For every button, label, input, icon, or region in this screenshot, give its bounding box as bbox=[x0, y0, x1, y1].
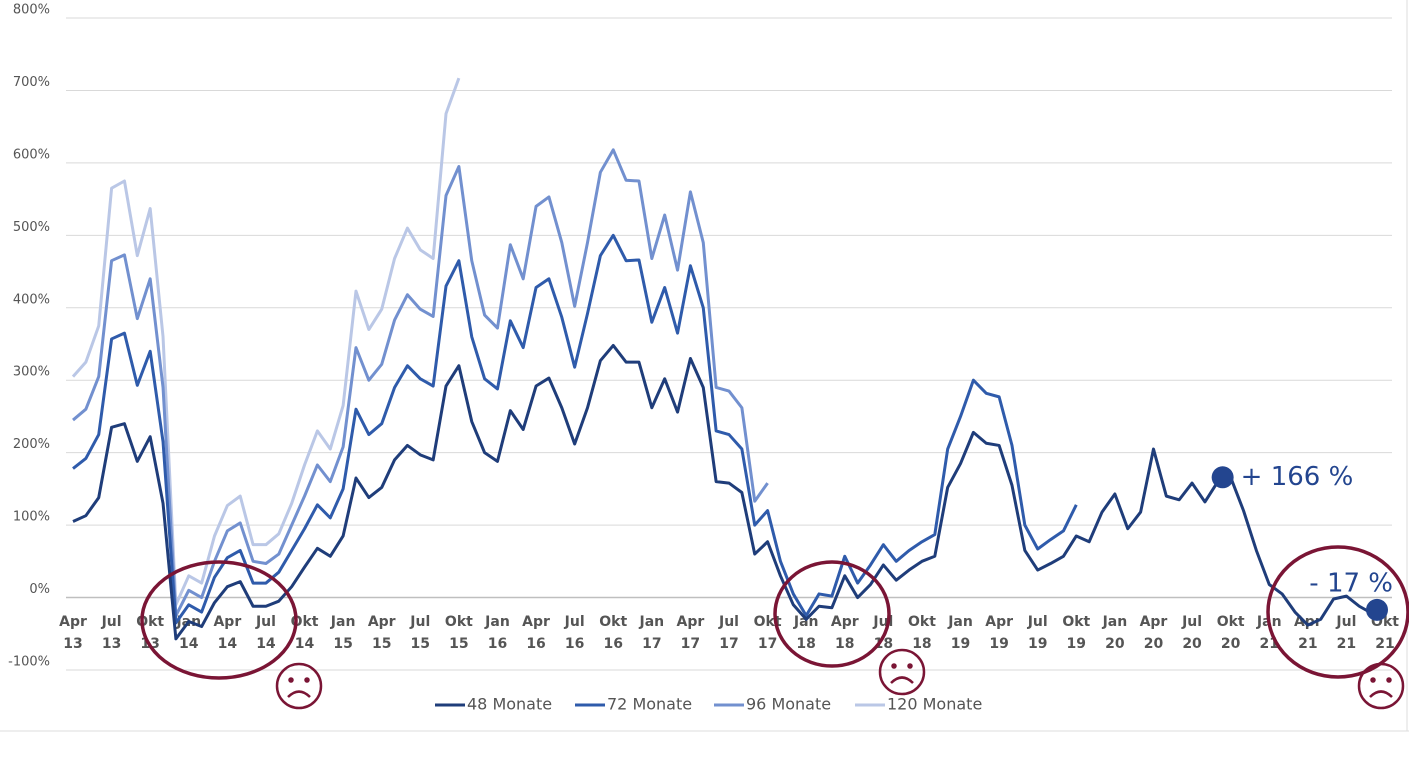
highlight-circle bbox=[773, 560, 891, 668]
x-tick-label: Apr 19 bbox=[985, 614, 1013, 652]
series-line bbox=[72, 148, 769, 618]
y-tick-label: 500% bbox=[13, 220, 50, 235]
x-tick-label: Jul 16 bbox=[564, 614, 585, 652]
x-tick-label: Okt 18 bbox=[908, 614, 936, 652]
x-tick-label: Okt 16 bbox=[599, 614, 627, 652]
y-tick-label: -100% bbox=[8, 655, 50, 670]
frown-icon bbox=[878, 648, 926, 696]
y-tick-label: 200% bbox=[13, 437, 50, 452]
highlight-circle bbox=[140, 560, 298, 680]
x-tick-label: Jul 13 bbox=[101, 614, 122, 652]
series-line bbox=[72, 343, 1386, 641]
annotation-marker bbox=[1211, 466, 1234, 489]
annotation-label: - 17 % bbox=[1309, 568, 1393, 598]
legend-label: 96 Monate bbox=[746, 695, 831, 714]
legend-label: 72 Monate bbox=[607, 695, 692, 714]
frown-icon bbox=[275, 662, 323, 710]
x-tick-label: Apr 15 bbox=[368, 614, 396, 652]
x-tick-label: Jan 20 bbox=[1102, 614, 1128, 652]
legend-label: 120 Monate bbox=[887, 695, 982, 714]
x-tick-label: Okt 20 bbox=[1217, 614, 1245, 652]
legend-label: 48 Monate bbox=[467, 695, 552, 714]
y-tick-label: 300% bbox=[13, 365, 50, 380]
x-tick-label: Jul 20 bbox=[1181, 614, 1202, 652]
x-tick-label: Jan 15 bbox=[330, 614, 356, 652]
x-tick-label: Apr 17 bbox=[677, 614, 705, 652]
x-tick-label: Jan 17 bbox=[639, 614, 665, 652]
y-tick-label: 700% bbox=[13, 75, 50, 90]
x-tick-label: Apr 16 bbox=[522, 614, 550, 652]
x-tick-label: Jan 16 bbox=[484, 614, 510, 652]
x-tick-label: Apr 20 bbox=[1140, 614, 1168, 652]
x-tick-label: Jul 14 bbox=[255, 614, 276, 652]
grid: -100% 0% 100% 200% 300% 400% 500% 600% 700% 800% A… bbox=[8, 3, 1399, 671]
x-tick-label: Jul 19 bbox=[1027, 614, 1048, 652]
x-tick-label: Okt 19 bbox=[1062, 614, 1090, 652]
x-tick-label: Okt 15 bbox=[445, 614, 473, 652]
x-tick-label: Apr 18 bbox=[831, 614, 859, 652]
y-tick-label: 800% bbox=[13, 3, 50, 18]
legend: 48 Monate 72 Monate 96 Monate 120 Monate bbox=[435, 695, 982, 714]
x-tick-label: Apr 13 bbox=[59, 614, 87, 652]
x-tick-label: Jul 17 bbox=[718, 614, 739, 652]
annotation-marker bbox=[1366, 598, 1388, 621]
x-tick-label: Jan 19 bbox=[947, 614, 973, 652]
annotation-label: + 166 % bbox=[1241, 462, 1354, 492]
y-tick-label: 400% bbox=[13, 292, 50, 307]
decorations bbox=[140, 545, 1409, 710]
x-tick-label: Jul 15 bbox=[409, 614, 430, 652]
series-line bbox=[71, 77, 461, 607]
x-tick-label: Jul 21 bbox=[1335, 614, 1356, 652]
frown-icon bbox=[1357, 662, 1405, 710]
y-tick-label: 100% bbox=[13, 510, 50, 525]
x-tick-label: Apr 14 bbox=[213, 614, 241, 652]
x-tick-label: Jan 18 bbox=[793, 614, 819, 652]
lines: + 166 % - 17 % bbox=[71, 77, 1393, 641]
series-line bbox=[72, 233, 1078, 625]
y-tick-label: 0% bbox=[29, 582, 50, 597]
y-tick-label: 600% bbox=[13, 147, 50, 162]
highlight-circle bbox=[1266, 545, 1409, 679]
